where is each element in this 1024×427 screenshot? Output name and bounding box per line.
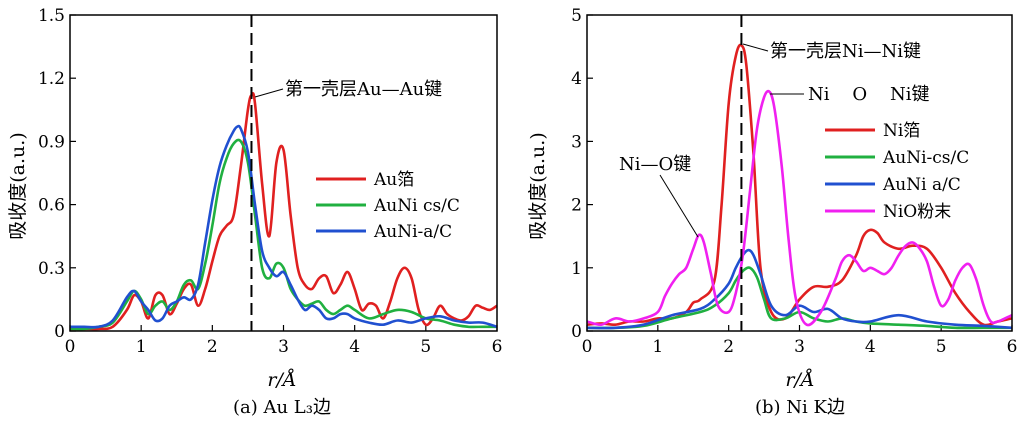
- x-tick-label: 0: [65, 337, 76, 357]
- y-tick-labels-b: 0 1 2 3 4 5: [571, 6, 582, 342]
- legend-label-ni-foil: Ni箔: [883, 121, 920, 141]
- legend-b: Ni箔 AuNi-cs/C AuNi a/C NiO粉末: [825, 121, 969, 222]
- legend-label-nio: NiO粉末: [883, 202, 951, 222]
- y-tick-label: 3: [571, 132, 582, 152]
- y-tick-label: 4: [571, 69, 582, 89]
- annotation-leader-b3: [659, 174, 699, 238]
- series-line-b-2: [586, 248, 1013, 330]
- series-line-a-2: [70, 124, 498, 329]
- y-tick-label: 0.9: [38, 132, 65, 152]
- y-tick-label: 1: [571, 259, 582, 279]
- y-tick-label: 1.2: [38, 69, 65, 89]
- y-tick-label: 5: [571, 6, 582, 26]
- x-tick-label: 3: [278, 337, 289, 357]
- series-group-a: [69, 92, 498, 331]
- annotation-ni-ni-bond: 第一壳层Ni—Ni键: [770, 41, 921, 62]
- x-tick-label: 1: [136, 337, 147, 357]
- x-tick-labels-a: 0 1 2 3 4 5 6: [65, 337, 503, 357]
- series-line-b-3: [586, 89, 1013, 327]
- annotation-ni-o-ni-bond: Ni O Ni键: [808, 84, 930, 105]
- caption-b: (b) Ni K边: [755, 397, 845, 418]
- tick-marks-a: [69, 14, 498, 332]
- legend-label-auni-cs: AuNi cs/C: [373, 196, 460, 216]
- x-tick-labels-b: 0 1 2 3 4 5 6: [582, 337, 1018, 357]
- x-tick-label: 6: [1007, 337, 1018, 357]
- chart-panel-ni-k: 0 1 2 3 4 5 6 0 1 2 3 4 5 吸收度(a.u.) r/Å (b) Ni K边 第…: [527, 6, 1017, 418]
- x-tick-label: 5: [420, 337, 431, 357]
- legend-label-auni-a-b: AuNi a/C: [882, 175, 961, 195]
- legend-label-auni-cs-b: AuNi-cs/C: [882, 148, 969, 168]
- x-tick-label: 4: [349, 337, 360, 357]
- annotation-au-au-bond: 第一壳层Au—Au键: [285, 79, 442, 100]
- annotation-leader-a: [254, 88, 284, 98]
- series-group-b: [586, 43, 1013, 330]
- legend-label-au-foil: Au箔: [373, 170, 414, 190]
- y-axis-label-b: 吸收度(a.u.): [527, 132, 549, 239]
- x-tick-label: 2: [207, 337, 218, 357]
- y-tick-label: 0.3: [38, 259, 65, 279]
- y-tick-label: 0.6: [38, 196, 65, 216]
- y-tick-labels-a: 0 0.3 0.6 0.9 1.2 1.5: [38, 6, 65, 342]
- y-tick-label: 2: [571, 196, 582, 216]
- y-tick-label: 1.5: [38, 6, 65, 26]
- chart-panel-au-l3: 0 1 2 3 4 5 6 0 0.3 0.6 0.9 1.2 1.5 吸收度(a.u.) r/Å (…: [7, 6, 502, 418]
- y-tick-label: 0: [571, 322, 582, 342]
- x-tick-label: 0: [582, 337, 593, 357]
- plot-frame-a: [69, 14, 498, 332]
- x-tick-label: 4: [865, 337, 876, 357]
- series-line-a-1: [69, 138, 497, 331]
- y-tick-label: 0: [54, 322, 65, 342]
- x-tick-label: 6: [492, 337, 503, 357]
- x-axis-label-a: r/Å: [267, 369, 296, 391]
- plot-frame-b: [586, 14, 1013, 332]
- x-tick-label: 2: [723, 337, 734, 357]
- x-tick-label: 1: [652, 337, 663, 357]
- x-axis-label-b: r/Å: [785, 369, 814, 391]
- legend-a: Au箔 AuNi cs/C AuNi-a/C: [316, 170, 460, 242]
- legend-label-auni-a: AuNi-a/C: [373, 222, 452, 242]
- x-tick-label: 3: [794, 337, 805, 357]
- annotation-ni-o-bond: Ni—O键: [619, 154, 691, 175]
- x-tick-label: 5: [936, 337, 947, 357]
- series-line-b-1: [586, 266, 1012, 330]
- y-axis-label-a: 吸收度(a.u.): [7, 132, 29, 239]
- caption-a: (a) Au L₃边: [233, 397, 331, 418]
- annotation-leader-b1: [742, 43, 769, 52]
